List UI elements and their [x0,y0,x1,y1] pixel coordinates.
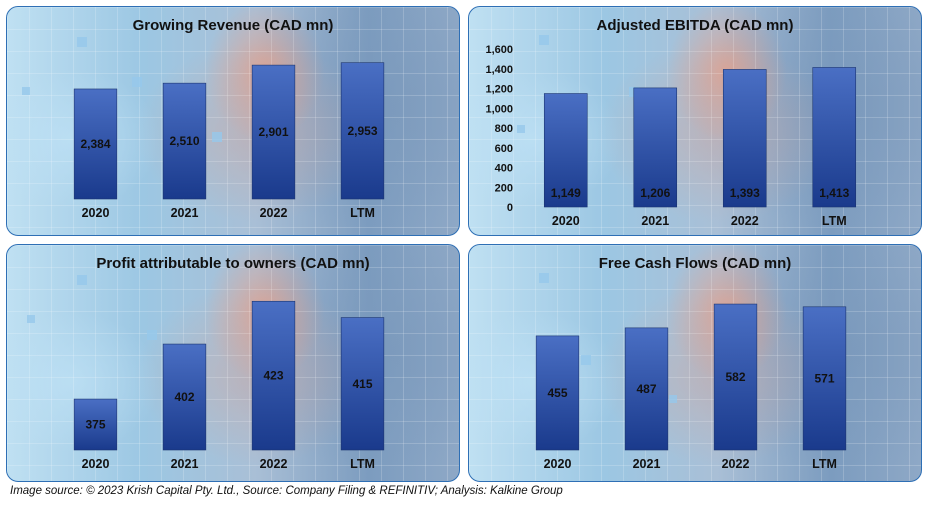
data-label: 2,953 [347,124,377,138]
bar [802,306,847,451]
bar-chart: 375 2020 402 2021 423 2022 415 LTM [73,300,385,471]
data-label: 571 [814,371,834,385]
y-tick-label: 600 [495,143,513,155]
bar [722,69,767,208]
y-tick-label: 1,000 [485,103,513,115]
bar [633,87,678,208]
bar [543,93,588,208]
x-tick-label: LTM [350,457,375,471]
y-tick-label: 0 [507,202,513,214]
bar [713,303,758,451]
x-tick-label: 2022 [731,214,759,228]
data-label: 1,149 [551,186,581,200]
x-tick-label: 2022 [260,206,288,220]
y-tick-label: 1,400 [485,64,513,76]
data-label: 455 [547,386,567,400]
bar-chart: 2,384 2020 2,510 2021 2,901 2022 2,953 LTM [73,62,385,220]
y-tick-label: 1,200 [485,84,513,96]
bar [251,64,296,200]
x-tick-label: LTM [812,457,837,471]
source-note: Image source: © 2023 Krish Capital Pty. … [10,485,563,497]
chart-panel-adjusted-ebitda: Adjusted EBITDA (CAD mn) 0 200 400 600 800 1,… [468,6,922,236]
chart-title: Adjusted EBITDA (CAD mn) [596,17,794,34]
x-tick-label: 2021 [171,457,199,471]
bar [535,335,580,451]
y-tick-label: 200 [495,182,513,194]
x-tick-label: 2022 [722,457,750,471]
data-label: 402 [174,390,194,404]
chart-panel-free-cash-flows: Free Cash Flows (CAD mn) 455 2020 487 2021 5… [468,244,922,482]
data-label: 2,384 [80,137,110,151]
data-label: 2,510 [169,134,199,148]
data-label: 487 [636,382,656,396]
data-label: 415 [352,377,372,391]
chart-panel-profit-attributable: Profit attributable to owners (CAD mn) 3… [6,244,460,482]
bar [73,88,118,200]
bar [340,317,385,451]
chart-title: Growing Revenue (CAD mn) [132,17,334,34]
chart-title: Profit attributable to owners (CAD mn) [96,255,370,272]
data-label: 2,901 [258,125,288,139]
y-tick-label: 1,600 [485,44,513,56]
data-label: 375 [85,418,105,432]
x-tick-label: 2021 [171,206,199,220]
x-tick-label: 2021 [633,457,661,471]
bar [340,62,385,200]
data-label: 582 [725,370,745,384]
x-tick-label: 2020 [544,457,572,471]
data-label: 1,206 [640,186,670,200]
data-label: 1,393 [730,186,760,200]
bar-chart: 0 200 400 600 800 1,000 1,200 1,400 1,600 1,149 20… [485,44,857,228]
x-tick-label: 2021 [641,214,669,228]
x-tick-label: LTM [822,214,847,228]
x-tick-label: 2020 [82,206,110,220]
y-tick-label: 400 [495,163,513,175]
y-tick-label: 800 [495,123,513,135]
x-tick-label: 2020 [82,457,110,471]
chart-title: Free Cash Flows (CAD mn) [598,255,792,272]
bar [812,67,857,208]
bar [162,343,207,451]
bar-chart: 455 2020 487 2021 582 2022 571 LTM [535,303,847,471]
bar [162,82,207,200]
bar [73,398,118,451]
x-tick-label: LTM [350,206,375,220]
bar [251,300,296,451]
data-label: 423 [263,369,283,383]
x-tick-label: 2022 [260,457,288,471]
bar [624,327,669,451]
data-label: 1,413 [819,186,849,200]
x-tick-label: 2020 [552,214,580,228]
chart-panel-revenue: Growing Revenue (CAD mn) 2,384 2020 2,510 2… [6,6,460,236]
